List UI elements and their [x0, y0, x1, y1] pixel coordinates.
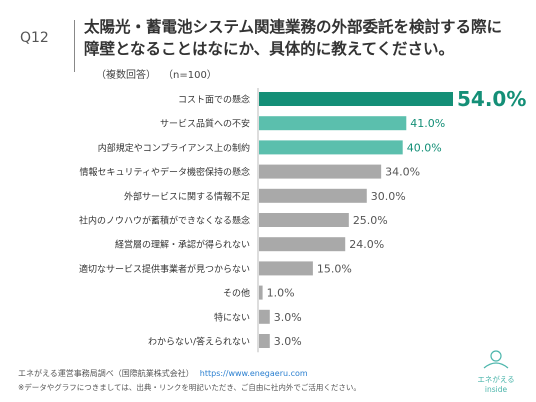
bar — [259, 140, 403, 155]
note-multiple-answers: （複数回答） — [96, 70, 156, 81]
bar — [259, 213, 349, 227]
category-label: コスト面での懸念 — [178, 94, 250, 106]
chart-title: 太陽光・蓄電池システム関連業務の外部委託を検討する際に 障壁となることはなにか、… — [84, 16, 502, 60]
usage-note: ※データやグラフにつきましては、出典・リンクを明記いただき、ご自由に社内外でご活… — [18, 383, 361, 392]
logo-sub: inside — [485, 385, 508, 394]
category-label: サービス品質への不安 — [160, 118, 250, 130]
header-divider — [74, 20, 75, 72]
category-label: 適切なサービス提供事業者が見つからない — [79, 263, 250, 275]
bar — [259, 261, 313, 276]
value-label: 40.0% — [407, 141, 442, 154]
value-label: 25.0% — [353, 214, 388, 227]
bar — [259, 188, 367, 203]
category-label: 情報セキュリティやデータ機密保持の懸念 — [80, 166, 250, 178]
bar — [259, 237, 346, 252]
subtitle: （複数回答） （n=100） — [96, 66, 229, 81]
bar — [259, 92, 453, 106]
title-line-2: 障壁となることはなにか、具体的に教えてください。 — [84, 40, 454, 58]
bar — [259, 116, 407, 131]
bar — [259, 334, 270, 348]
category-label: その他 — [223, 287, 250, 299]
value-label: 3.0% — [274, 335, 302, 348]
value-label: 15.0% — [317, 262, 352, 275]
source-line: エネがえる運営事務局調べ（国際航業株式会社） https://www.enegae… — [18, 368, 308, 379]
source-link[interactable]: https://www.enegaeru.com — [199, 369, 308, 378]
question-number: Q12 — [20, 30, 49, 46]
value-label: 24.0% — [349, 238, 384, 251]
enegaeru-logo: エネがえる inside — [477, 350, 515, 394]
category-label: 外部サービスに関する情報不足 — [124, 190, 250, 202]
value-label: 34.0% — [385, 166, 420, 179]
value-label: 3.0% — [274, 311, 302, 324]
category-label: 特にない — [214, 311, 250, 323]
category-label: 経営層の理解・承認が得られない — [115, 239, 250, 251]
note-sample-size: （n=100） — [168, 70, 217, 81]
category-label: わからない/答えられない — [148, 336, 250, 348]
source-text: エネがえる運営事務局調べ（国際航業株式会社） — [18, 369, 194, 378]
value-label: 1.0% — [267, 287, 295, 300]
category-label: 内部規定やコンプライアンス上の制約 — [98, 142, 250, 154]
bar — [259, 285, 263, 300]
bar — [259, 164, 382, 179]
bar-chart: コスト面での懸念 54.0% サービス品質への不安 41.0% 内部規定やコンプライアン… — [79, 87, 526, 353]
logo-text: エネがえる — [477, 374, 514, 384]
category-label: 社内のノウハウが蓄積ができなくなる懸念 — [79, 215, 250, 227]
title-line-1: 太陽光・蓄電池システム関連業務の外部委託を検討する際に — [84, 18, 503, 36]
value-label: 54.0% — [457, 87, 526, 111]
value-label: 41.0% — [410, 117, 445, 130]
value-label: 30.0% — [371, 190, 406, 203]
bar — [259, 309, 270, 324]
